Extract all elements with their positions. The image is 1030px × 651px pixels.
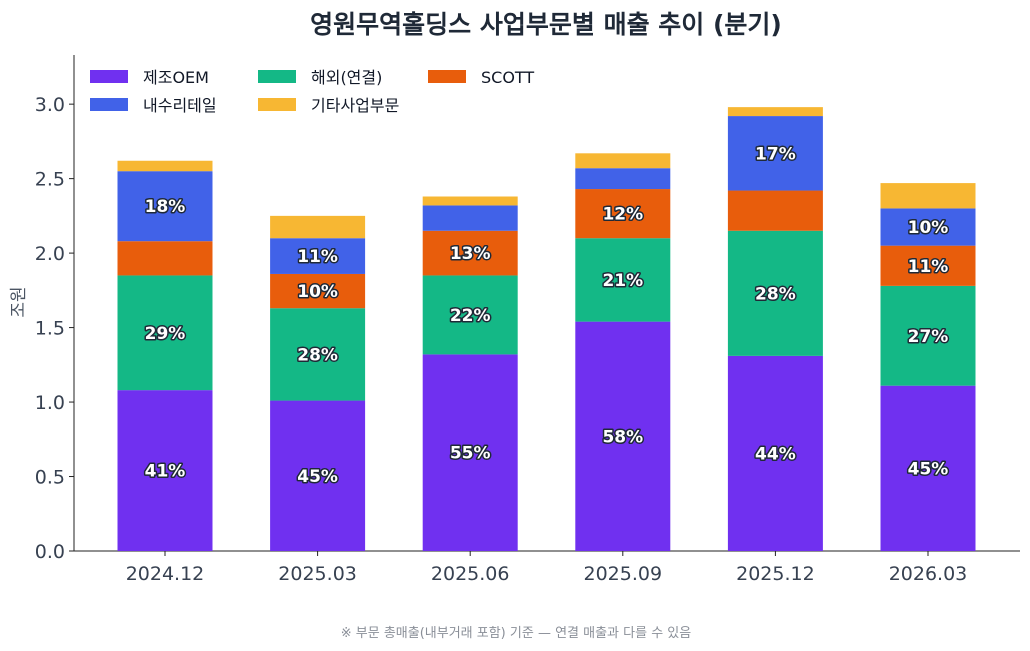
- bar-data-label: 41%: [145, 462, 186, 482]
- bar-segment: [727, 355, 823, 551]
- bar-segment: [880, 285, 976, 386]
- y-tick-label: 1.0: [35, 392, 65, 414]
- y-tick-label: 3.0: [35, 94, 65, 116]
- bar-segment: [270, 400, 366, 551]
- bar-data-label: 18%: [145, 197, 186, 217]
- bar-segment: [422, 275, 518, 355]
- bar-data-label: 17%: [755, 144, 796, 164]
- bar-data-label: 29%: [145, 324, 186, 344]
- bar-data-label: 27%: [908, 327, 949, 347]
- legend-swatch: [90, 70, 128, 83]
- bar-data-label: 55%: [450, 444, 491, 464]
- bar-segment: [727, 230, 823, 356]
- bar-data-label: 28%: [297, 345, 338, 365]
- x-tick-label: 2024.12: [126, 563, 205, 585]
- legend-swatch: [258, 98, 296, 111]
- bar-segment: [270, 308, 366, 401]
- bar-segment: [880, 245, 976, 286]
- bar-segment: [270, 273, 366, 309]
- bar-segment: [117, 171, 213, 242]
- bar-data-label: 10%: [908, 218, 949, 238]
- legend-swatch: [428, 70, 466, 83]
- bar-segment: [575, 321, 671, 551]
- legend: 제조OEM 해외(연결) SCOTT 내수리테일 기타사업부문: [90, 68, 534, 115]
- x-tick-label: 2025.12: [736, 563, 815, 585]
- bar-data-label: 45%: [908, 459, 949, 479]
- x-tick-label: 2026.03: [889, 563, 968, 585]
- bar-segment: [117, 241, 213, 276]
- bar-segment: [575, 153, 671, 169]
- bar-segment: [117, 160, 213, 172]
- bar-segment: [270, 215, 366, 239]
- bar-segment: [422, 354, 518, 551]
- x-tick-label: 2025.03: [278, 563, 357, 585]
- y-axis-label: 조원: [9, 286, 29, 317]
- bar-segment: [727, 116, 823, 191]
- bar-data-label: 44%: [755, 444, 796, 464]
- legend-label: 내수리테일: [143, 96, 217, 115]
- legend-label: 제조OEM: [143, 68, 209, 87]
- bar-segment: [117, 390, 213, 551]
- bar-data-label: 11%: [297, 247, 338, 267]
- bar-data-label: 10%: [297, 282, 338, 302]
- y-tick-label: 2.0: [35, 243, 65, 265]
- bar-segment: [575, 189, 671, 239]
- legend-swatch: [90, 98, 128, 111]
- axes: 0.0 0.5 1.0 1.5 2.0 2.5 3.0 2024.12 2025.03 2025.…: [35, 55, 1020, 585]
- legend-label: 해외(연결): [311, 68, 382, 87]
- bar-segment: [880, 208, 976, 246]
- y-tick-label: 0.0: [35, 541, 65, 563]
- bar-segment: [727, 107, 823, 117]
- footnote: ※ 부문 총매출(내부거래 포함) 기준 — 연결 매출과 다를 수 있음: [341, 626, 691, 641]
- bar-segment: [880, 183, 976, 209]
- bar-segment: [575, 168, 671, 190]
- legend-label: SCOTT: [481, 68, 534, 87]
- bar-data-label: 11%: [908, 257, 949, 277]
- y-tick-label: 2.5: [35, 169, 65, 191]
- legend-swatch: [258, 70, 296, 83]
- y-tick-label: 0.5: [35, 467, 65, 489]
- bars: 41% 29% 18% 45% 28% 10% 11% 55% 22% 13% 58% 21% 12% 4…: [117, 107, 976, 551]
- chart-title: 영원무역홀딩스 사업부문별 매출 추이 (분기): [310, 10, 782, 39]
- bar-segment: [422, 196, 518, 206]
- bar-segment: [727, 190, 823, 231]
- bar-segment: [880, 385, 976, 551]
- bar-data-label: 58%: [602, 427, 643, 447]
- bar-data-label: 21%: [602, 271, 643, 291]
- bar-data-label: 22%: [450, 306, 491, 326]
- bar-data-label: 13%: [450, 244, 491, 264]
- bar-data-label: 45%: [297, 467, 338, 487]
- y-tick-label: 1.5: [35, 318, 65, 340]
- x-tick-label: 2025.06: [431, 563, 510, 585]
- bar-segment: [422, 205, 518, 231]
- bar-segment: [117, 275, 213, 391]
- legend-label: 기타사업부문: [311, 96, 399, 115]
- x-tick-label: 2025.09: [584, 563, 663, 585]
- bar-data-label: 28%: [755, 284, 796, 304]
- bar-segment: [422, 230, 518, 276]
- bar-segment: [270, 238, 366, 274]
- bar-segment: [575, 238, 671, 322]
- bar-data-label: 12%: [602, 205, 643, 225]
